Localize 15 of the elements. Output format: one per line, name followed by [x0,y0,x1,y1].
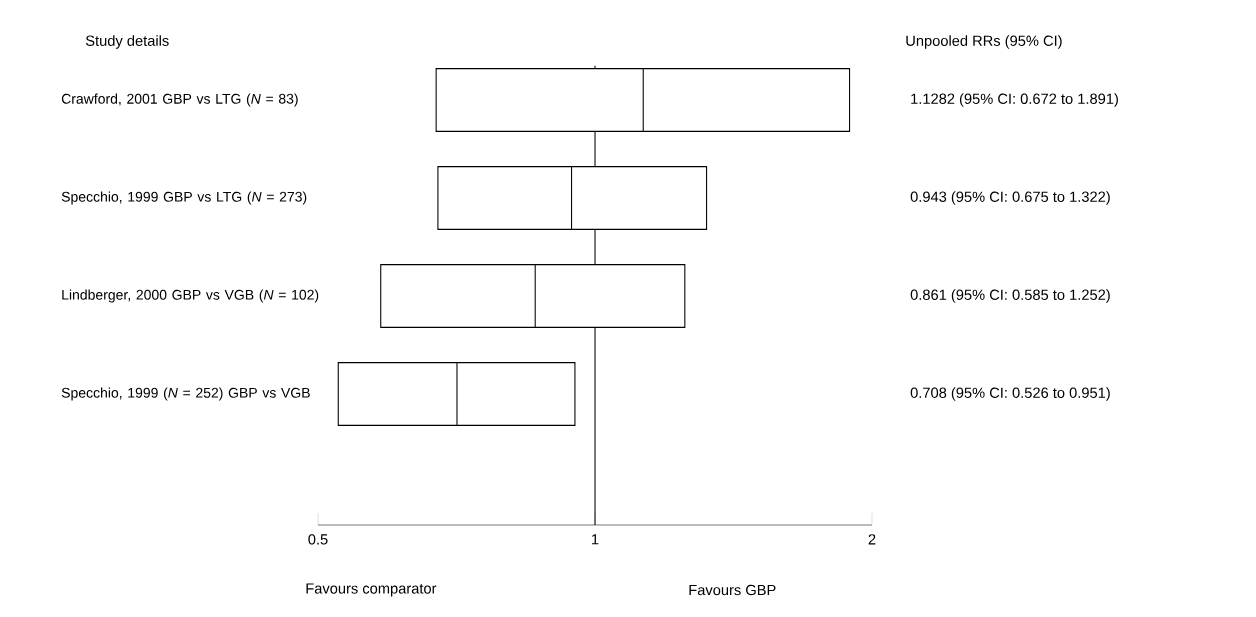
y-tick-label: Specchio, 1999 (N = 252) GBP vs VGB [61,387,310,401]
text: 0.943 (95% CI: 0.675 to 1.322) [910,191,1110,205]
x-tick-label: 0.5 [308,534,328,545]
y-tick-label: Crawford, 2001 GBP vs LTG (N = 83) [61,93,298,107]
text: 0.861 (95% CI: 0.585 to 1.252) [910,289,1110,303]
text: 0.708 (95% CI: 0.526 to 0.951) [910,387,1110,401]
text: Unpooled RRs (95% CI) [906,35,1062,49]
text: Favours GBP [689,584,776,596]
text: Favours comparator [306,583,437,597]
x-tick-label: 1 [592,534,599,545]
y-tick-label: Lindberger, 2000 GBP vs VGB (N = 102) [62,289,319,303]
text: Study details [85,35,169,49]
y-tick-label: Specchio, 1999 GBP vs LTG (N = 273) [61,191,307,205]
x-tick-label: 2 [868,534,876,545]
text: 1.1282 (95% CI: 0.672 to 1.891) [911,93,1118,107]
